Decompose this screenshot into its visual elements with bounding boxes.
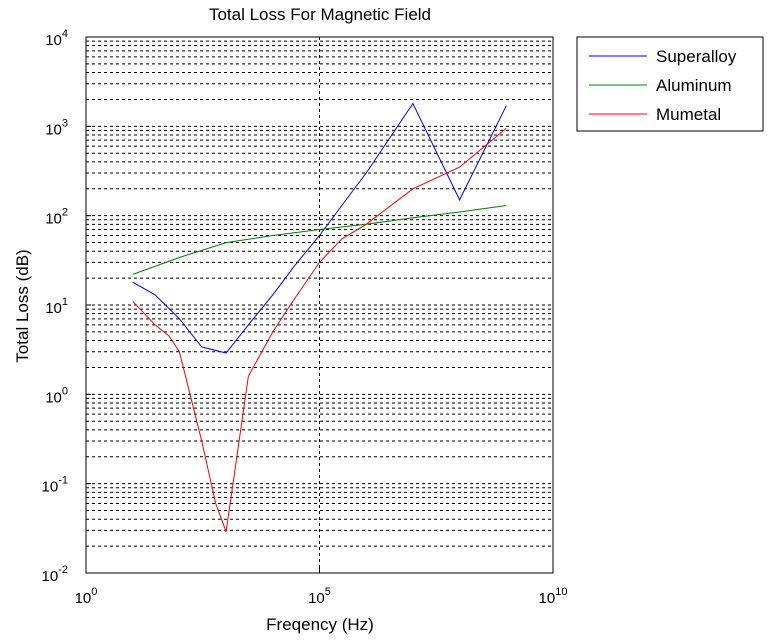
legend-label: Aluminum (656, 76, 732, 95)
y-tick-label: 102 (45, 207, 68, 228)
series-line-aluminum (132, 205, 507, 275)
x-tick-label: 1010 (539, 586, 568, 607)
chart-title: Total Loss For Magnetic Field (209, 5, 431, 24)
series-line-superalloy (132, 102, 507, 354)
legend-label: Superalloy (656, 47, 737, 66)
y-tick-label: 100 (45, 385, 68, 406)
legend-label: Mumetal (656, 105, 721, 124)
series-group (132, 102, 507, 532)
legend: Superalloy Aluminum Mumetal (576, 36, 764, 132)
x-tick-labels: 100 105 1010 (75, 568, 568, 607)
y-axis-label: Total Loss (dB) (13, 249, 32, 362)
x-tick-label: 100 (75, 586, 98, 607)
legend-box (576, 36, 764, 132)
x-tick-label: 105 (308, 586, 331, 607)
y-tick-label: 10-2 (42, 564, 68, 585)
y-tick-label: 103 (45, 117, 68, 138)
y-tick-label: 10-1 (42, 475, 68, 496)
grid (86, 37, 553, 573)
x-axis-label: Freqency (Hz) (266, 615, 374, 634)
y-tick-labels: 10-2 10-1 100 101 102 103 104 (42, 28, 91, 585)
y-tick-label: 104 (45, 28, 68, 49)
y-tick-label: 101 (45, 296, 68, 317)
series-line-mumetal (132, 127, 507, 532)
